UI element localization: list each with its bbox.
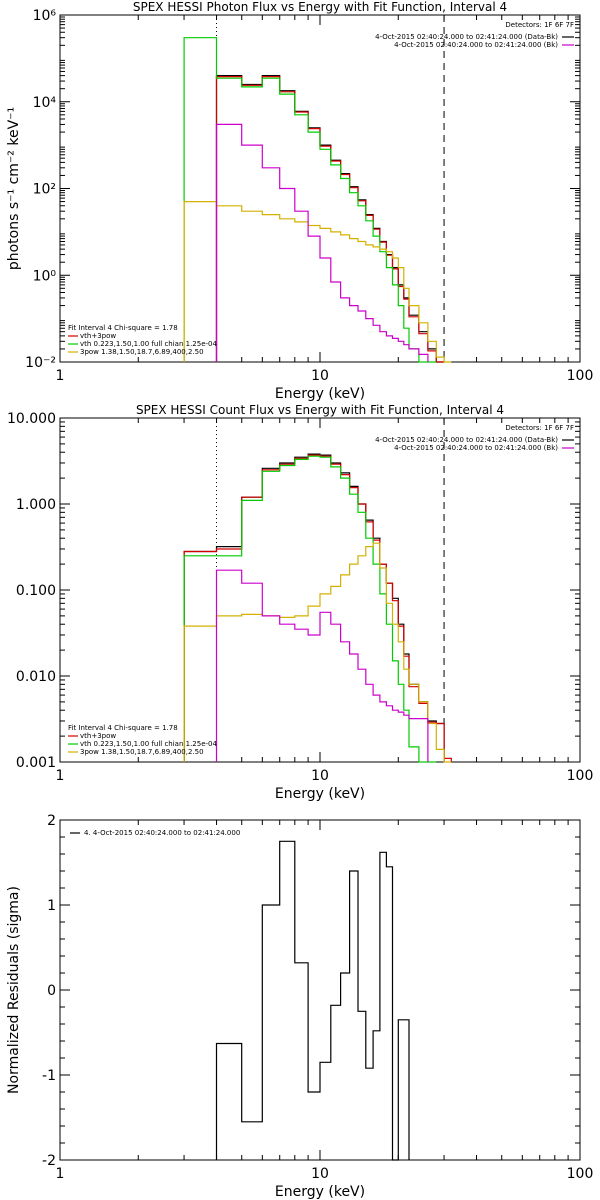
legend-entry: 4. 4-Oct-2015 02:40:24.000 to 02:41:24.0… — [84, 829, 240, 837]
series-line-vth-3pow — [183, 454, 452, 762]
plot-frame — [59, 14, 581, 363]
legend-top: 4. 4-Oct-2015 02:40:24.000 to 02:41:24.0… — [70, 829, 240, 837]
y-tick-label: 2 — [47, 813, 56, 829]
legend-entry: 4-Oct-2015 02:40:24.000 to 02:41:24.000 … — [394, 41, 558, 49]
series-line-vth-3pow — [215, 76, 445, 363]
x-tick-label: 10 — [311, 1166, 329, 1182]
y-tick-label: 0.010 — [16, 669, 56, 685]
chart-panel-1: SPEX HESSI Photon Flux vs Energy with Fi… — [6, 0, 593, 402]
legend-entry: vth 0.223,1.50,1.00 full chian 1.25e-04 — [80, 340, 218, 348]
plot-frame — [59, 417, 581, 763]
y-axis-label: photons s⁻¹ cm⁻² keV⁻¹ — [6, 107, 22, 270]
x-axis-label: Energy (keV) — [275, 386, 365, 402]
series-line-bk — [215, 569, 429, 762]
legend-header: Fit Interval 4 Chi-square = 1.78 — [68, 724, 178, 732]
y-tick-label: -2 — [42, 1153, 56, 1169]
legend-entry: vth+3pow — [80, 332, 116, 340]
legend-entry: 4-Oct-2015 02:40:24.000 to 02:41:24.000 … — [375, 33, 558, 41]
y-tick-label: 0.100 — [16, 583, 56, 599]
series-line-3pow — [183, 542, 452, 763]
y-tick-label: 1.000 — [16, 497, 56, 513]
y-tick-label: 10.000 — [7, 411, 56, 427]
plot-frame — [59, 819, 581, 1161]
y-tick-label: 10² — [33, 182, 56, 198]
legend-bottom: Fit Interval 4 Chi-square = 1.78vth+3pow… — [68, 724, 218, 756]
legend-entry: 3pow 1.38,1.50,18.7,6.89,400,2.50 — [80, 348, 204, 356]
y-tick-label: 10⁴ — [33, 95, 57, 111]
x-tick-label: 1 — [56, 768, 65, 784]
legend-header: Detectors: 1F 6F 7F — [505, 424, 574, 432]
legend-bottom: Fit Interval 4 Chi-square = 1.78vth+3pow… — [68, 324, 218, 356]
series-line-data-bk — [183, 453, 445, 762]
series-line-bk — [215, 123, 429, 362]
legend-top: Detectors: 1F 6F 7F 4-Oct-2015 02:40:24.0… — [375, 21, 574, 49]
x-tick-label: 1 — [56, 1166, 65, 1182]
series-line-vth — [183, 455, 437, 763]
series-line-3pow — [183, 201, 452, 363]
y-tick-label: 1 — [47, 898, 56, 914]
legend-entry: 4-Oct-2015 02:40:24.000 to 02:41:24.000 … — [394, 444, 558, 452]
legend-header: Fit Interval 4 Chi-square = 1.78 — [68, 324, 178, 332]
x-tick-label: 10 — [311, 768, 329, 784]
x-tick-label: 10 — [311, 368, 329, 384]
legend-header: Detectors: 1F 6F 7F — [505, 21, 574, 29]
x-tick-label: 1 — [56, 368, 65, 384]
y-tick-label: 0 — [47, 983, 56, 999]
legend-entry: vth 0.223,1.50,1.00 full chian 1.25e-04 — [80, 740, 218, 748]
y-tick-label: 0.001 — [16, 755, 56, 771]
y-axis-label: Normalized Residuals (sigma) — [6, 886, 22, 1094]
chart-title: SPEX HESSI Count Flux vs Energy with Fit… — [136, 403, 504, 417]
y-tick-label: -1 — [42, 1068, 56, 1084]
y-tick-label: 10⁻² — [25, 355, 56, 371]
x-tick-label: 100 — [567, 768, 594, 784]
series-line-data-bk — [215, 75, 445, 363]
x-tick-label: 100 — [567, 368, 594, 384]
chart-title: SPEX HESSI Photon Flux vs Energy with Fi… — [133, 0, 507, 14]
x-tick-label: 100 — [567, 1166, 594, 1182]
chart-panel-2: SPEX HESSI Count Flux vs Energy with Fit… — [7, 403, 593, 802]
y-tick-label: 10⁰ — [33, 268, 57, 284]
series-line-vth — [183, 37, 437, 363]
x-axis-label: Energy (keV) — [275, 786, 365, 802]
legend-entry: vth+3pow — [80, 732, 116, 740]
legend-entry: 4-Oct-2015 02:40:24.000 to 02:41:24.000 … — [375, 436, 558, 444]
y-tick-label: 10⁶ — [33, 8, 57, 24]
chart-panel-3: 1 10 100 Energy (keV) -2 -1 0 1 2 Normalized Resi… — [6, 813, 593, 1200]
legend-top: Detectors: 1F 6F 7F 4-Oct-2015 02:40:24.0… — [375, 424, 574, 452]
x-axis-label: Energy (keV) — [275, 1184, 365, 1200]
series-line-residuals — [215, 840, 410, 1161]
legend-entry: 3pow 1.38,1.50,18.7,6.89,400,2.50 — [80, 748, 204, 756]
